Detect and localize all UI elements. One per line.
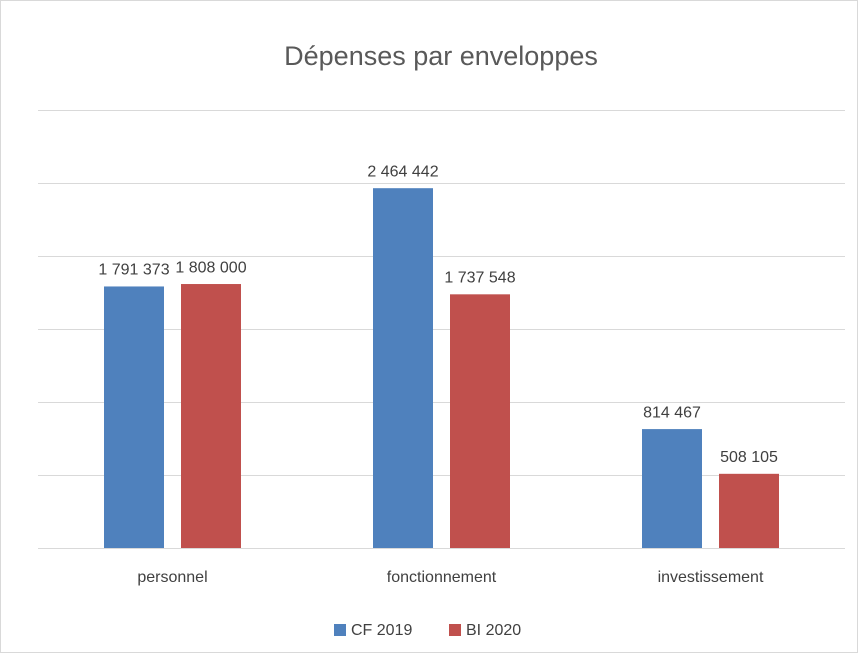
data-label: 508 105 — [720, 449, 778, 466]
data-label: 2 464 442 — [367, 163, 438, 180]
bar — [373, 188, 433, 548]
legend-swatch — [449, 624, 461, 636]
x-tick-label: personnel — [137, 569, 207, 586]
data-label: 814 467 — [643, 404, 701, 421]
data-label: 1 808 000 — [175, 259, 246, 276]
legend-label: CF 2019 — [351, 622, 412, 639]
data-label: 1 791 373 — [98, 262, 169, 279]
legend-label: BI 2020 — [466, 622, 521, 639]
bar — [642, 429, 702, 548]
x-tick-label: fonctionnement — [387, 569, 497, 586]
bar — [104, 286, 164, 548]
bar — [719, 473, 779, 548]
bar — [450, 294, 510, 548]
bar — [181, 284, 241, 548]
data-label: 1 737 548 — [444, 270, 515, 287]
legend-swatch — [334, 624, 346, 636]
chart-title: Dépenses par enveloppes — [284, 41, 598, 71]
x-tick-label: investissement — [658, 569, 764, 586]
